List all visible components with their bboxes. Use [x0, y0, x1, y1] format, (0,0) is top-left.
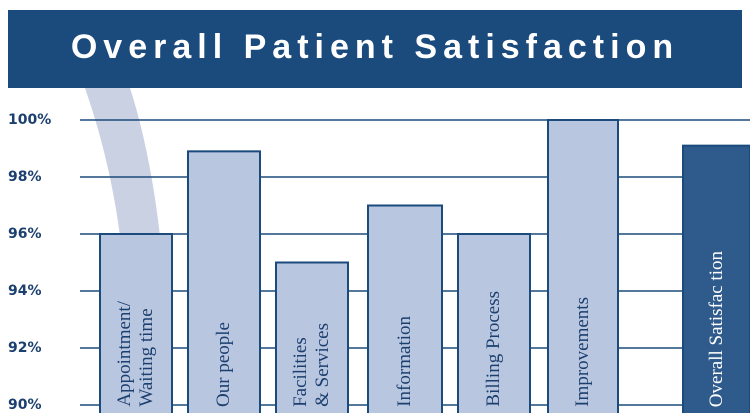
- category-label: Improvements: [572, 297, 593, 407]
- title-banner: [8, 10, 742, 88]
- bar: [367, 204, 443, 413]
- chart-title: Overall Patient Satisfaction: [71, 28, 679, 66]
- y-tick-label: 92%: [8, 340, 42, 356]
- bar: [547, 119, 619, 413]
- bar: [275, 261, 349, 413]
- category-label: Information: [394, 316, 415, 407]
- y-tick-label: 100%: [8, 112, 51, 128]
- y-tick-label: 94%: [8, 283, 42, 299]
- bar: [99, 233, 173, 413]
- y-tick-label: 98%: [8, 169, 42, 185]
- category-label: Billing Process: [483, 291, 504, 407]
- category-label: Appointment/ Waiting time: [114, 301, 157, 407]
- bar: [682, 144, 750, 413]
- bar: [187, 150, 261, 413]
- category-label: Overall Satisfac tion: [705, 250, 727, 407]
- category-label: Our people: [213, 322, 234, 407]
- decorative-swoosh: [85, 88, 160, 236]
- bar: [457, 233, 531, 413]
- category-label: Facilities & Services: [290, 323, 333, 407]
- y-tick-label: 90%: [8, 397, 42, 413]
- y-tick-label: 96%: [8, 226, 42, 242]
